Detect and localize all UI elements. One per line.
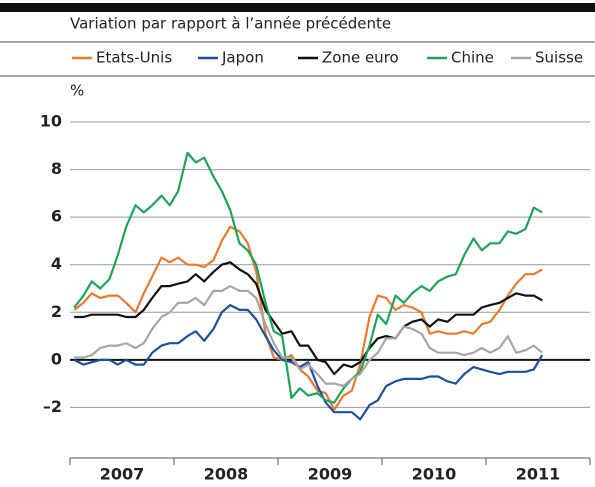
legend-label: Chine (451, 49, 494, 67)
series-line (73, 225, 543, 411)
top-bar (0, 3, 595, 12)
legend-label: Suisse (535, 49, 583, 67)
legend-label: Zone euro (322, 49, 399, 67)
series-line (74, 285, 543, 388)
y-axis-label: % (70, 82, 84, 100)
y-tick-label: 10 (40, 112, 62, 131)
series-line (74, 261, 543, 376)
x-tick-label: 2011 (516, 465, 561, 484)
y-tick-label: 4 (51, 254, 62, 273)
y-tick-label: 6 (51, 207, 62, 226)
series-line (73, 304, 544, 421)
legend-label: Etats-Unis (96, 49, 172, 67)
y-tick-label: 0 (51, 349, 62, 368)
legend: Etats-Unis Japon Zone euro Chine Suisse (72, 49, 583, 67)
x-tick-label: 2007 (100, 465, 145, 484)
chart-subtitle: Variation par rapport à l’année précéden… (70, 15, 391, 33)
legend-label: Japon (221, 49, 264, 67)
y-tick-label: –2 (43, 397, 62, 416)
x-tick-label: 2010 (412, 465, 457, 484)
y-tick-label: 2 (51, 302, 62, 321)
series-line (73, 151, 543, 404)
x-tick-label: 2008 (204, 465, 249, 484)
y-tick-label: 8 (51, 159, 62, 178)
x-tick-label: 2009 (308, 465, 353, 484)
